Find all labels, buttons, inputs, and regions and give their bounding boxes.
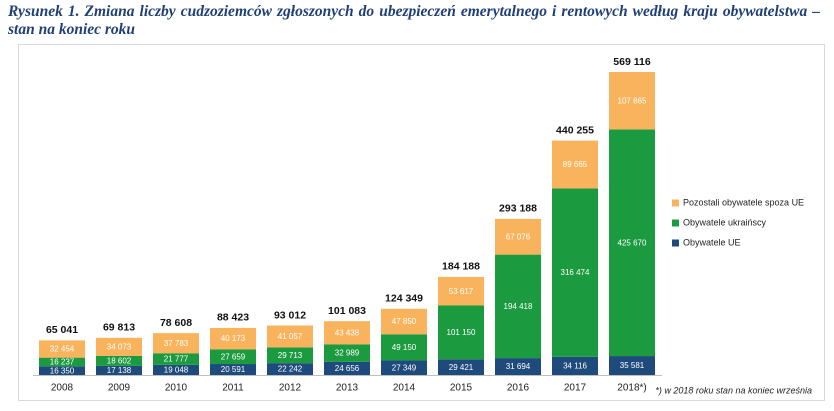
total-label: 440 255 [556, 124, 594, 136]
value-label: 31 694 [506, 362, 531, 371]
value-label: 47 850 [392, 317, 417, 326]
footnote: *) w 2018 roku stan na koniec września [655, 385, 812, 395]
x-tick-label: 2018*) [617, 383, 646, 394]
x-tick-label: 2012 [279, 383, 302, 394]
chart-frame [18, 44, 825, 401]
x-tick-label: 2016 [507, 383, 530, 394]
value-label: 27 349 [392, 363, 417, 372]
value-label: 53 617 [449, 287, 474, 296]
value-label: 40 173 [221, 334, 246, 343]
x-tick-label: 2017 [564, 383, 587, 394]
bar-segment [267, 347, 313, 364]
bar-segment [153, 353, 199, 365]
total-label: 184 188 [442, 261, 480, 273]
bar-segment [381, 308, 427, 335]
value-label: 316 474 [561, 268, 590, 277]
value-label: 41 057 [278, 332, 303, 341]
value-label: 27 659 [221, 352, 246, 361]
value-label: 18 602 [107, 357, 132, 366]
bar-segment [552, 188, 598, 357]
bar-segment [552, 140, 598, 189]
total-label: 569 116 [613, 56, 651, 68]
bar-segment [39, 357, 85, 367]
total-label: 69 813 [103, 322, 135, 334]
bar-segment [324, 361, 370, 375]
value-label: 37 783 [164, 339, 189, 348]
value-label: 22 242 [278, 365, 303, 374]
bar-segment [438, 305, 484, 360]
value-label: 43 438 [335, 328, 360, 337]
value-label: 19 048 [164, 366, 189, 375]
chart-title: Rysunek 1. Zmiana liczby cudzoziemców zg… [8, 3, 820, 38]
bar-segment [96, 337, 142, 356]
value-label: 34 073 [107, 343, 132, 352]
bar-segment [153, 364, 199, 375]
value-label: 16 350 [50, 366, 75, 375]
bar-segment [210, 349, 256, 365]
bar-segment [210, 327, 256, 350]
bar-segment [495, 218, 541, 255]
bar-segment [438, 276, 484, 306]
bar-segment [495, 254, 541, 359]
bar-segment [96, 355, 142, 366]
bar-segment [39, 366, 85, 375]
legend-swatch [672, 199, 679, 207]
value-label: 29 421 [449, 363, 474, 372]
bar-segment [552, 356, 598, 375]
value-label: 89 665 [563, 160, 588, 169]
value-label: 425 670 [618, 238, 647, 247]
total-label: 78 608 [160, 317, 192, 329]
value-label: 24 656 [335, 364, 360, 373]
bar-segment [96, 365, 142, 375]
bar-segment [438, 359, 484, 375]
value-label: 21 777 [164, 355, 189, 364]
total-label: 65 041 [46, 324, 78, 336]
legend-swatch [672, 219, 679, 227]
legend-label: Obywatele UE [683, 237, 741, 247]
value-label: 34 116 [563, 362, 587, 371]
x-tick-label: 2008 [51, 383, 74, 394]
total-label: 88 423 [217, 312, 249, 324]
bar-segment [39, 340, 85, 358]
value-label: 20 591 [221, 365, 246, 374]
legend-label: Pozostali obywatele spoza UE [683, 197, 804, 207]
value-label: 32 989 [335, 349, 360, 358]
value-label: 16 237 [50, 358, 75, 367]
legend-label: Obywatele ukraińscy [683, 217, 767, 227]
bar-segment [324, 321, 370, 345]
total-label: 124 349 [385, 293, 423, 305]
value-label: 194 418 [504, 302, 533, 311]
value-label: 29 713 [278, 351, 303, 360]
bar-segment [381, 334, 427, 361]
legend-swatch [672, 239, 679, 247]
total-label: 293 188 [499, 203, 537, 215]
bar-segment [609, 356, 655, 375]
total-label: 93 012 [274, 309, 306, 321]
value-label: 101 150 [447, 328, 476, 337]
x-tick-label: 2010 [165, 383, 188, 394]
bar-segment [609, 129, 655, 357]
bar-segment [153, 333, 199, 354]
x-tick-label: 2014 [393, 383, 416, 394]
bar-segment [609, 72, 655, 130]
bar-segment [267, 363, 313, 375]
value-label: 17 138 [107, 366, 132, 375]
x-tick-label: 2015 [450, 383, 473, 394]
value-label: 35 581 [620, 361, 645, 370]
bar-segment [381, 360, 427, 375]
bar-segment [267, 325, 313, 348]
value-label: 107 865 [618, 96, 647, 105]
value-label: 67 076 [506, 232, 531, 241]
bar-segment [324, 344, 370, 362]
x-tick-label: 2013 [336, 383, 359, 394]
value-label: 32 454 [50, 345, 75, 354]
value-label: 49 150 [392, 343, 417, 352]
bar-segment [495, 358, 541, 375]
x-tick-label: 2011 [222, 383, 244, 394]
x-tick-label: 2009 [108, 383, 131, 394]
bar-segment [210, 364, 256, 375]
total-label: 101 083 [328, 305, 366, 317]
